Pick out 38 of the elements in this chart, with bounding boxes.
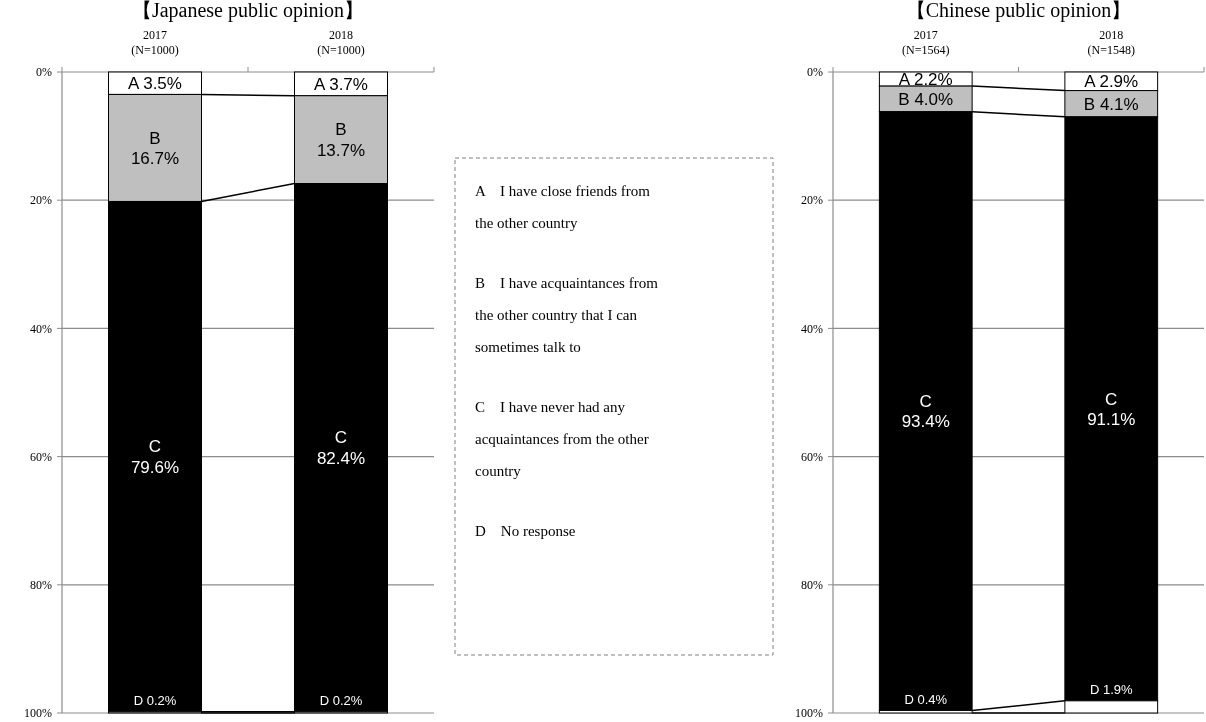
data-label: C 93.4% [901,391,950,432]
y-tick-label: 0% [807,65,823,80]
y-tick-label: 0% [36,65,52,80]
x-tick-label: 2018 (N=1548) [1087,28,1135,57]
y-tick-label: 100% [24,706,52,721]
y-tick-label: 60% [30,449,52,464]
data-label: A 2.2% [898,70,953,89]
y-tick-label: 20% [30,193,52,208]
y-tick-label: 60% [801,449,823,464]
y-tick-label: 80% [30,578,52,592]
data-label: B 16.7% [130,128,180,169]
y-tick-label: 20% [801,193,823,208]
x-tick-label: 2017 (N=1000) [131,28,179,57]
text: C I have never had any acquaintances from the other country [475,399,649,479]
x-tick-label: 2018 (N=1000) [317,28,365,57]
data-label: A 2.9% [1084,72,1139,92]
data-label: D 0.2% [319,693,363,709]
chart-title: 【Chinese public opinion】 [905,0,1132,22]
y-tick-label: 40% [801,321,823,336]
data-label: C 82.4% [316,428,366,468]
data-label: C 79.6% [130,437,180,477]
data-label: B 13.7% [316,120,366,160]
data-label: B 4.0% [898,89,954,109]
chart-title: 【Japanese public opinion】 [131,0,365,22]
data-label: C 91.1% [1087,389,1136,429]
y-tick-label: 100% [795,706,823,721]
data-label: A 3.5% [128,74,182,94]
x-tick-label: 2017 (N=1564) [902,28,950,57]
y-tick-label: 80% [801,578,823,592]
text: A I have close friends from the other country [475,183,651,231]
text: D No response [475,523,576,539]
data-label: B 4.1% [1083,94,1139,114]
text: B I have acquaintances from the other country that I can sometimes talk to [475,275,659,355]
data-label: D 1.9% [1089,682,1133,698]
y-tick-label: 40% [30,321,52,336]
data-label: A 3.7% [314,74,368,94]
data-label: D 0.4% [904,691,948,707]
data-label: D 0.2% [133,693,177,709]
